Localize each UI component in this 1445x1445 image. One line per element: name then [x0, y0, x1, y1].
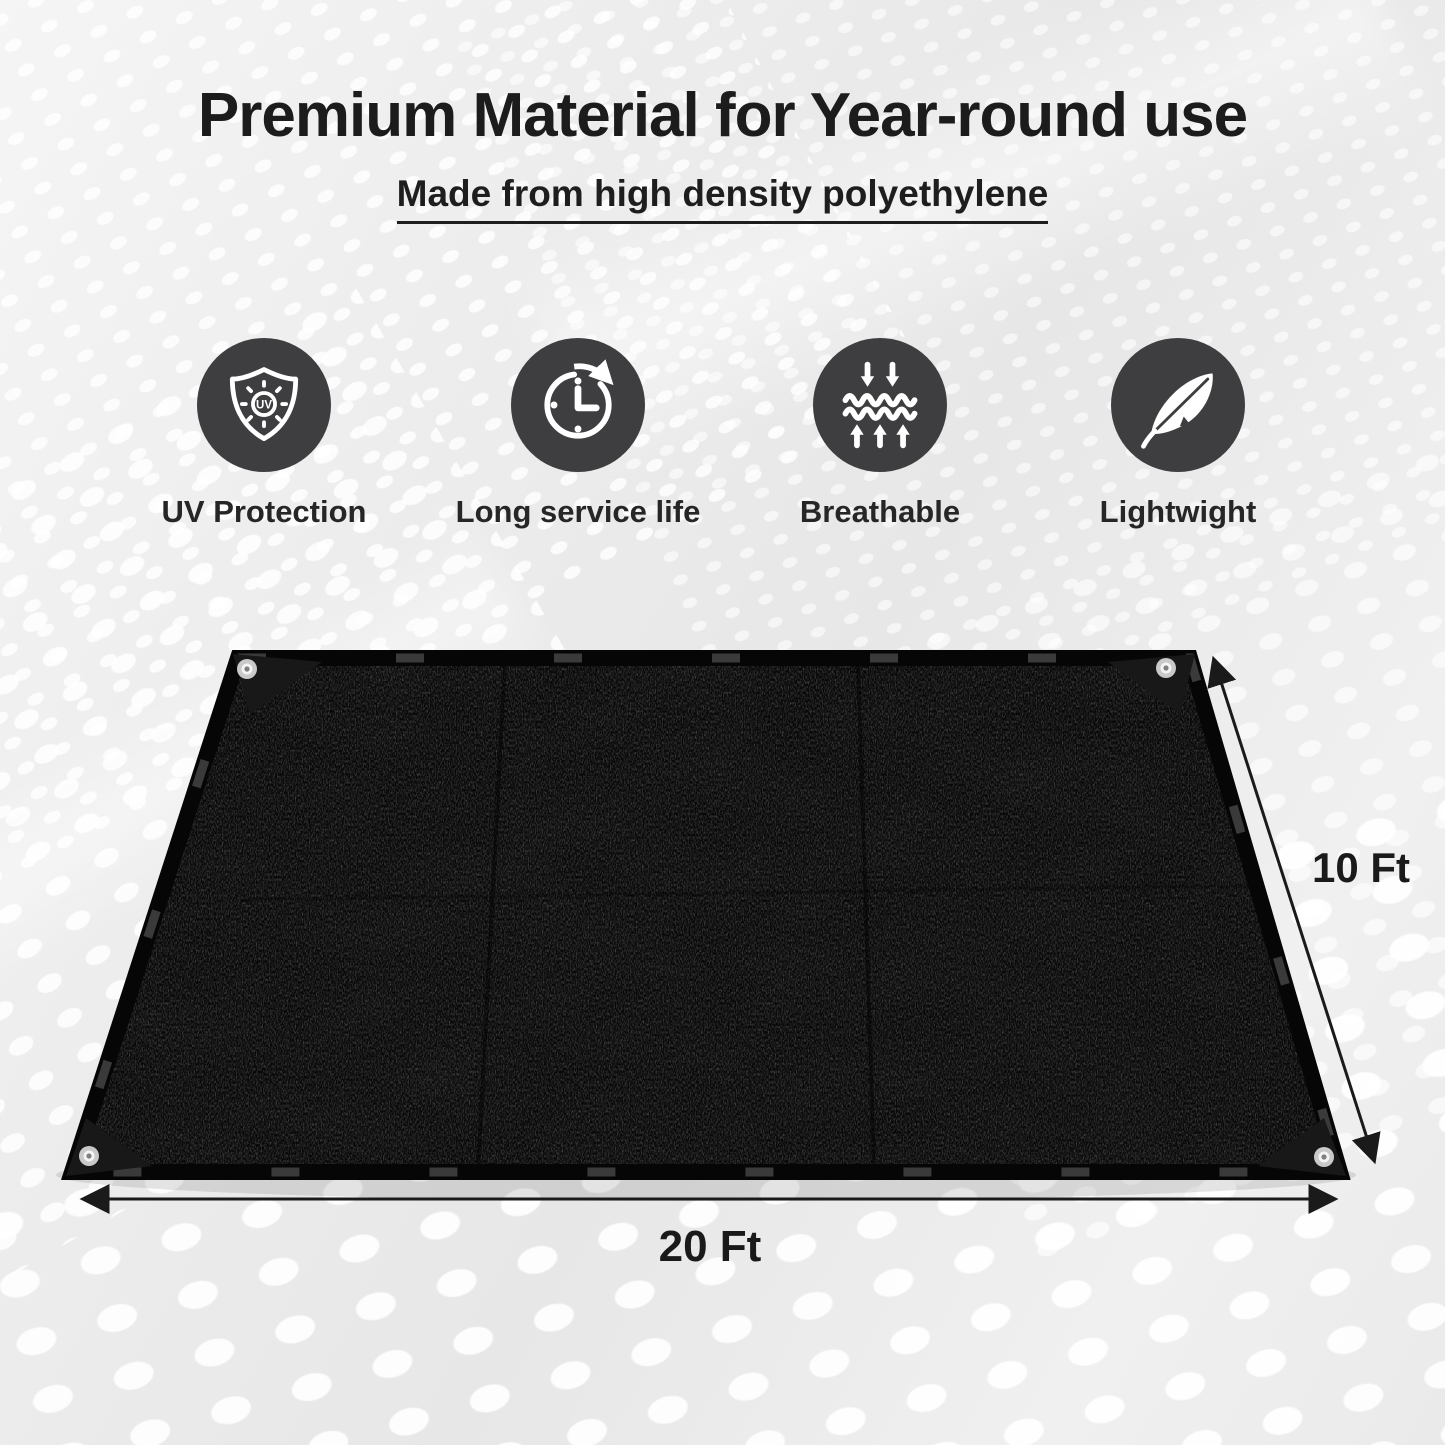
airflow-icon [813, 338, 947, 472]
header: Premium Material for Year-round use Made… [0, 80, 1445, 224]
feature-uv-protection: UV UV Protection [124, 338, 404, 530]
feature-label: UV Protection [161, 494, 367, 529]
feature-breathable: Breathable [740, 338, 1020, 530]
page-title: Premium Material for Year-round use [197, 81, 1248, 150]
grommet-bottom-left [79, 1146, 99, 1166]
feature-lightwight: Lightwight [1038, 338, 1318, 530]
feature-label: Lightwight [1099, 494, 1257, 529]
page-subtitle: Made from high density polyethylene [0, 173, 1445, 224]
clock-history-icon [511, 338, 645, 472]
uv-shield-icon: UV [197, 338, 331, 472]
feature-label: Breathable [799, 494, 961, 529]
grommet-top-right [1156, 658, 1176, 678]
grommet-top-left [237, 659, 257, 679]
feather-icon [1111, 338, 1245, 472]
height-dimension-label: 10 Ft [1312, 844, 1411, 891]
svg-text:UV: UV [256, 399, 272, 411]
feature-long-service-life: Long service life [438, 338, 718, 530]
grommet-bottom-right [1314, 1147, 1334, 1167]
feature-label: Long service life [455, 494, 701, 529]
shade-cloth [61, 650, 1351, 1180]
width-dimension-label: 20 Ft [658, 1222, 762, 1271]
